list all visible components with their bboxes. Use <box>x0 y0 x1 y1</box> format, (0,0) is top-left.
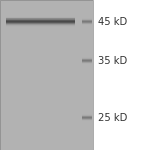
Bar <box>82 61 92 62</box>
Bar <box>82 23 92 24</box>
Bar <box>6 20 75 21</box>
Bar <box>6 26 75 27</box>
Text: 25 kD: 25 kD <box>98 113 127 123</box>
Bar <box>6 25 75 26</box>
Bar <box>0 0 93 150</box>
Bar <box>82 115 92 116</box>
Bar <box>82 57 92 58</box>
Bar <box>0 0 93 150</box>
Bar <box>6 21 75 22</box>
Bar <box>82 21 92 22</box>
Bar <box>82 20 92 21</box>
Bar <box>82 63 92 64</box>
Bar <box>82 60 92 61</box>
Bar <box>82 19 92 20</box>
Bar <box>82 114 92 115</box>
Bar <box>82 117 92 118</box>
Bar <box>6 23 75 24</box>
Bar <box>82 22 92 23</box>
Bar <box>6 17 75 18</box>
Bar <box>82 59 92 60</box>
Bar <box>6 18 75 19</box>
Bar <box>82 24 92 25</box>
Text: 35 kD: 35 kD <box>98 56 127 66</box>
Bar <box>6 24 75 25</box>
Bar <box>82 62 92 63</box>
Bar <box>82 118 92 119</box>
Bar <box>82 119 92 120</box>
Bar <box>6 19 75 20</box>
Bar <box>6 22 75 23</box>
Bar <box>82 120 92 121</box>
Bar <box>82 116 92 117</box>
Bar <box>82 58 92 59</box>
Text: 45 kD: 45 kD <box>98 17 127 27</box>
Bar <box>82 18 92 19</box>
